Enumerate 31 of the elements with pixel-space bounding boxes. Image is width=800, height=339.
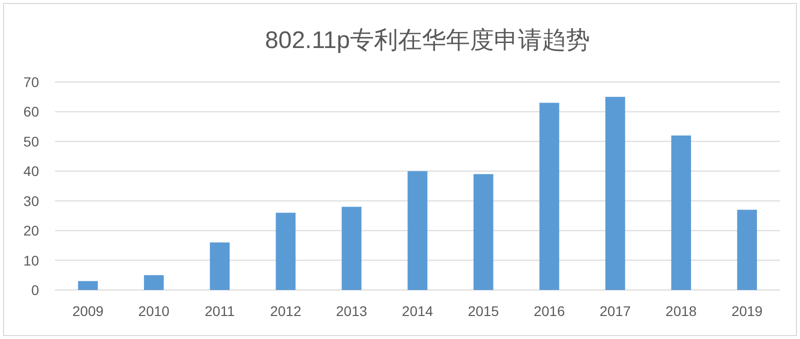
x-tick-label: 2019 (731, 303, 763, 319)
bar (78, 281, 98, 290)
y-tick-label: 60 (23, 104, 40, 120)
bar (737, 210, 757, 290)
bar (605, 96, 626, 290)
bar (144, 275, 164, 290)
x-tick-label: 2015 (468, 303, 500, 319)
chart-title: 802.11p专利在华年度申请趋势 (265, 27, 590, 54)
y-tick-label: 40 (23, 163, 40, 180)
bar (474, 174, 494, 290)
y-tick-label: 70 (23, 74, 40, 90)
x-tick-label: 2010 (138, 303, 170, 319)
x-tick-label: 2013 (336, 303, 368, 319)
y-tick-label: 50 (23, 133, 40, 150)
bar (539, 102, 560, 290)
bar (276, 212, 296, 290)
x-tick-label: 2011 (204, 303, 236, 319)
y-tick-label: 0 (31, 282, 40, 298)
bar (342, 206, 362, 290)
y-tick-label: 20 (23, 222, 40, 239)
x-tick-label: 2016 (534, 303, 566, 319)
bar (210, 242, 230, 290)
x-tick-label: 2014 (402, 303, 434, 319)
y-tick-label: 30 (23, 192, 40, 209)
bar (671, 135, 692, 290)
x-tick-label: 2017 (600, 303, 632, 319)
x-tick-label: 2012 (270, 303, 302, 319)
x-tick-label: 2009 (72, 303, 104, 319)
y-tick-label: 10 (23, 252, 40, 268)
bar (408, 171, 428, 290)
x-tick-label: 2018 (666, 303, 697, 319)
